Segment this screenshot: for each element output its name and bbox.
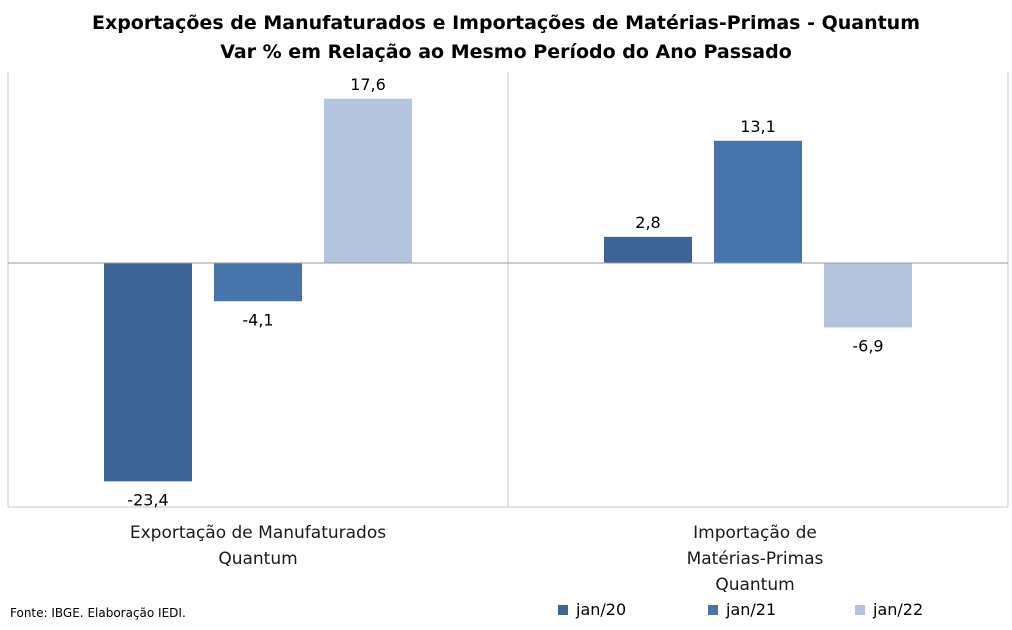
- legend-label: jan/21: [726, 600, 777, 619]
- category-label-importacao: Importação de Matérias-Primas Quantum: [555, 520, 955, 598]
- legend-item-jan22: jan/22: [855, 600, 923, 619]
- data-label: -23,4: [127, 490, 168, 509]
- data-label: -6,9: [852, 336, 883, 355]
- source-note: Fonte: IBGE. Elaboração IEDI.: [10, 606, 186, 620]
- legend-item-jan21: jan/21: [708, 600, 776, 619]
- bar-jan21-cat0: [214, 263, 302, 302]
- bar-jan22-cat1: [824, 263, 912, 328]
- category-label-line: Matérias-Primas: [686, 549, 824, 569]
- category-label-line: Quantum: [218, 549, 298, 569]
- legend-swatch: [558, 604, 568, 615]
- data-label: -4,1: [242, 310, 273, 329]
- data-label: 2,8: [635, 213, 660, 232]
- bar-jan21-cat1: [714, 140, 802, 263]
- data-label: 17,6: [350, 75, 386, 94]
- bar-jan20-cat1: [604, 236, 692, 263]
- category-label-line: Importação de: [693, 523, 817, 543]
- chart-title: Exportações de Manufaturados e Importaçõ…: [91, 12, 921, 34]
- category-label-line: Quantum: [715, 575, 795, 595]
- category-label-exportacao: Exportação de Manufaturados Quantum: [58, 520, 458, 572]
- legend-label: jan/22: [873, 600, 924, 619]
- bar-jan20-cat0: [104, 263, 192, 482]
- legend-swatch: [855, 604, 865, 615]
- chart-legend: jan/20 jan/21 jan/22: [550, 600, 970, 626]
- legend-item-jan20: jan/20: [558, 600, 626, 619]
- bar-jan22-cat0: [324, 98, 412, 264]
- data-label: 13,1: [740, 117, 776, 136]
- category-label-line: Exportação de Manufaturados: [129, 523, 387, 543]
- legend-label: jan/20: [576, 600, 627, 619]
- legend-swatch: [708, 604, 718, 615]
- chart-subtitle: Var % em Relação ao Mesmo Período do Ano…: [220, 41, 792, 63]
